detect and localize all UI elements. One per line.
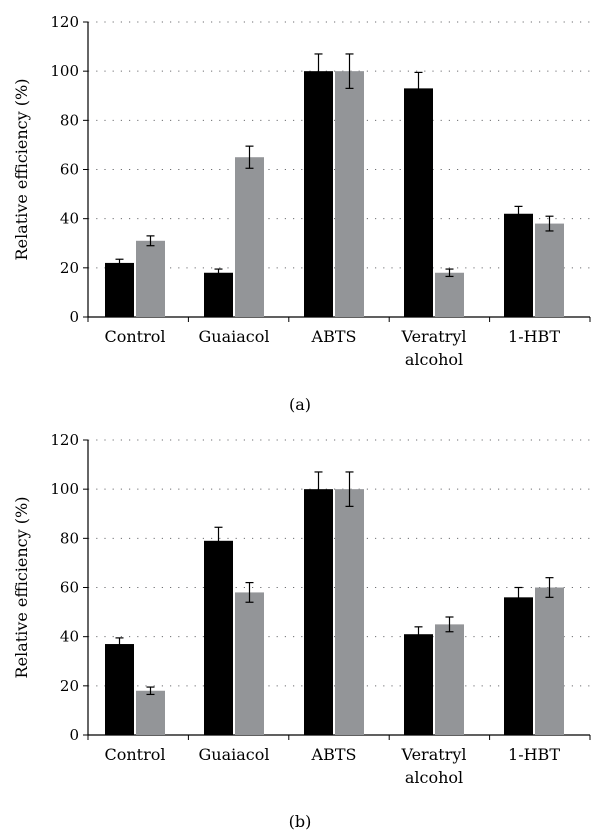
bar-s1-3	[435, 624, 464, 735]
chart-panel-a: 0 20 40 60 80 100 120 Control Guaiacol ABTS Veratr…	[12, 13, 591, 414]
y-tick-label: 80	[60, 529, 79, 547]
error-bar	[245, 145, 254, 169]
y-tick-label: 0	[69, 308, 79, 326]
error-bar	[414, 626, 423, 643]
panel-label: (a)	[289, 395, 311, 414]
error-bar	[214, 268, 223, 278]
category-label: ABTS	[311, 327, 357, 346]
error-bar	[146, 235, 155, 247]
error-bar	[514, 205, 523, 222]
y-tick-label: 80	[60, 111, 79, 129]
y-tick-label: 100	[50, 62, 79, 80]
category-label: alcohol	[405, 350, 463, 369]
y-tick-label: 0	[69, 726, 79, 744]
category-label: ABTS	[311, 745, 357, 764]
y-axis-title: Relative efficiency (%)	[12, 497, 31, 679]
bar-s0-2	[304, 489, 333, 735]
error-bar	[146, 686, 155, 696]
category-label: Veratryl	[401, 327, 467, 346]
bar-s1-4	[535, 223, 564, 317]
bar-s0-0	[105, 262, 134, 317]
y-tick-label: 120	[50, 431, 79, 449]
error-bar	[414, 71, 423, 105]
error-bar	[514, 586, 523, 608]
category-label: Guaiacol	[199, 745, 270, 764]
category-label: Control	[104, 327, 165, 346]
error-bar	[545, 215, 554, 232]
bar-s1-4	[535, 587, 564, 735]
y-tick-label: 60	[60, 161, 79, 179]
error-bar	[245, 581, 254, 603]
bar-s0-2	[304, 71, 333, 318]
error-bar	[445, 616, 454, 633]
bar-s1-0	[136, 690, 165, 735]
error-bar	[345, 53, 354, 89]
y-tick-label: 20	[60, 259, 79, 277]
category-label: Veratryl	[401, 745, 467, 764]
category-label: Control	[104, 745, 165, 764]
error-bar	[115, 258, 124, 268]
bar-s1-1	[235, 157, 264, 317]
bar-s1-3	[435, 272, 464, 317]
bar-s0-4	[504, 213, 533, 317]
bar-s1-1	[235, 592, 264, 735]
bar-s0-0	[105, 644, 134, 735]
bar-s0-1	[204, 272, 233, 317]
error-bar	[314, 471, 323, 507]
error-bar	[345, 471, 354, 507]
error-bar	[115, 637, 124, 651]
error-bar	[545, 577, 554, 598]
category-label: 1-HBT	[508, 745, 560, 764]
error-bar	[314, 53, 323, 89]
bar-s1-2	[335, 71, 364, 318]
bar-s1-0	[136, 240, 165, 317]
error-bar	[445, 268, 454, 278]
chart-panel-b: 0 20 40 60 80 100 120 Control Guaiacol ABTS Veratr…	[12, 431, 591, 831]
panel-label: (b)	[289, 812, 312, 831]
bar-s1-2	[335, 489, 364, 735]
category-label: alcohol	[405, 768, 463, 787]
y-tick-label: 120	[50, 13, 79, 31]
error-bar	[214, 526, 223, 555]
y-tick-label: 60	[60, 579, 79, 597]
bar-s0-3	[404, 88, 433, 317]
y-tick-label: 20	[60, 677, 79, 695]
y-axis-title: Relative efficiency (%)	[12, 79, 31, 261]
bar-s0-1	[204, 540, 233, 735]
bar-s0-4	[504, 597, 533, 735]
bar-s0-3	[404, 634, 433, 735]
y-tick-label: 40	[60, 210, 79, 228]
category-label: 1-HBT	[508, 327, 560, 346]
category-label: Guaiacol	[199, 327, 270, 346]
y-tick-label: 40	[60, 628, 79, 646]
y-tick-label: 100	[50, 480, 79, 498]
